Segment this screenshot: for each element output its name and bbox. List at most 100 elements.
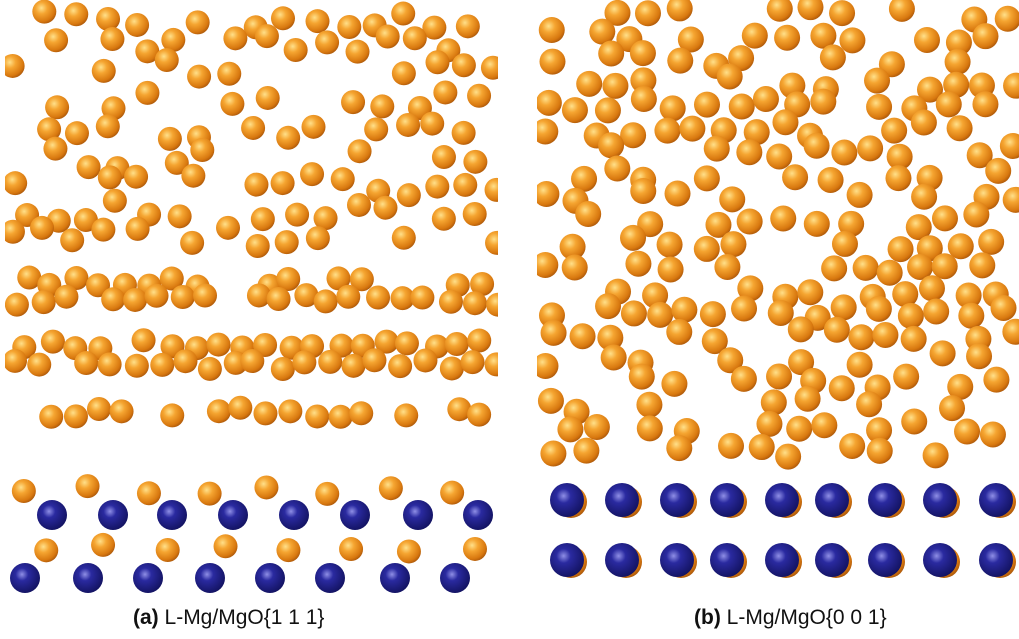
- mg-atom: [630, 178, 656, 204]
- mg-atom: [901, 326, 927, 352]
- mg-atom: [306, 9, 330, 33]
- mg-atom: [958, 303, 984, 329]
- mg-atom: [126, 217, 150, 241]
- mg-atom: [145, 284, 169, 308]
- mg-atom: [101, 287, 125, 311]
- mg-atom: [541, 320, 567, 346]
- mg-atom: [637, 415, 663, 441]
- mg-atom: [305, 404, 329, 428]
- mg-atom: [923, 298, 949, 324]
- mg-atom: [731, 366, 757, 392]
- mg-atom: [463, 150, 487, 174]
- mg-atom: [155, 48, 179, 72]
- mg-atom: [665, 181, 691, 207]
- mg-atom: [621, 300, 647, 326]
- mg-atom: [123, 288, 147, 312]
- mg-atom: [671, 297, 697, 323]
- o-atom: [660, 543, 694, 577]
- mg-atom: [87, 397, 111, 421]
- mg-atom: [772, 109, 798, 135]
- mg-atom: [27, 353, 51, 377]
- mg-atom: [820, 44, 846, 70]
- mg-atom: [77, 155, 101, 179]
- mg-atom: [1003, 73, 1019, 99]
- mg-atom: [824, 317, 850, 343]
- mg-atom: [630, 40, 656, 66]
- mg-atom: [761, 389, 787, 415]
- mg-atom: [171, 285, 195, 309]
- mg-atom: [1002, 319, 1019, 345]
- mg-atom: [276, 126, 300, 150]
- mg-atom: [168, 204, 192, 228]
- mg-atom: [704, 136, 730, 162]
- mg-atom: [749, 434, 775, 460]
- mg-atom: [103, 189, 127, 213]
- mg-atom: [667, 48, 693, 74]
- mg-atom: [932, 253, 958, 279]
- mg-atom: [847, 352, 873, 378]
- mg-atom: [756, 411, 782, 437]
- mg-atom: [898, 303, 924, 329]
- o-atom: [37, 500, 67, 530]
- mg-atom: [576, 71, 602, 97]
- mg-atom: [41, 330, 65, 354]
- mg-atom: [666, 435, 692, 461]
- caption-b: (b) L-Mg/MgO{0 0 1}: [694, 606, 887, 630]
- mg-atom: [426, 50, 450, 74]
- mg-atom: [461, 350, 485, 374]
- mg-atom: [370, 94, 394, 118]
- mg-atom: [244, 173, 268, 197]
- mg-atom: [186, 10, 210, 34]
- panel-b: [532, 0, 1019, 578]
- mg-atom: [98, 352, 122, 376]
- mg-atom: [336, 285, 360, 309]
- mg-atom: [206, 333, 230, 357]
- mg-atom: [995, 6, 1019, 32]
- mg-atom: [96, 7, 120, 31]
- mg-atom: [433, 80, 457, 104]
- mg-atom: [539, 17, 565, 43]
- mg-atom: [216, 216, 240, 240]
- o-atom: [403, 500, 433, 530]
- mg-atom: [135, 81, 159, 105]
- o-atom: [440, 563, 470, 593]
- o-atom: [660, 483, 694, 517]
- mg-atom: [467, 403, 491, 427]
- mg-atom: [276, 538, 300, 562]
- mg-atom: [341, 90, 365, 114]
- mg-atom: [278, 399, 302, 423]
- mg-atom: [729, 94, 755, 120]
- mg-atom: [575, 201, 601, 227]
- mg-atom: [485, 352, 509, 376]
- mg-atom: [782, 164, 808, 190]
- mg-atom: [432, 145, 456, 169]
- mg-atom: [34, 538, 58, 562]
- mg-atom: [539, 49, 565, 75]
- mg-atom: [788, 316, 814, 342]
- mg-atom: [540, 441, 566, 467]
- mg-atom: [284, 38, 308, 62]
- o-atom: [255, 563, 285, 593]
- mg-atom: [346, 40, 370, 64]
- mg-atom: [76, 474, 100, 498]
- mg-atom: [271, 6, 295, 30]
- mg-atom: [190, 138, 214, 162]
- mg-atom: [315, 30, 339, 54]
- mg-atom: [532, 118, 558, 144]
- panel-a: [1, 0, 510, 593]
- mg-atom: [137, 481, 161, 505]
- mg-atom: [96, 114, 120, 138]
- mg-atom: [440, 481, 464, 505]
- o-atom: [98, 500, 128, 530]
- mg-atom: [481, 56, 505, 80]
- mg-atom: [601, 345, 627, 371]
- mg-atom: [717, 63, 743, 89]
- mg-atom: [45, 95, 69, 119]
- mg-atom: [945, 49, 971, 75]
- mg-atom: [92, 59, 116, 83]
- mg-atom: [3, 171, 27, 195]
- mg-atom: [892, 281, 918, 307]
- mg-atom: [770, 205, 796, 231]
- mg-atom: [486, 293, 510, 317]
- mg-atom: [217, 62, 241, 86]
